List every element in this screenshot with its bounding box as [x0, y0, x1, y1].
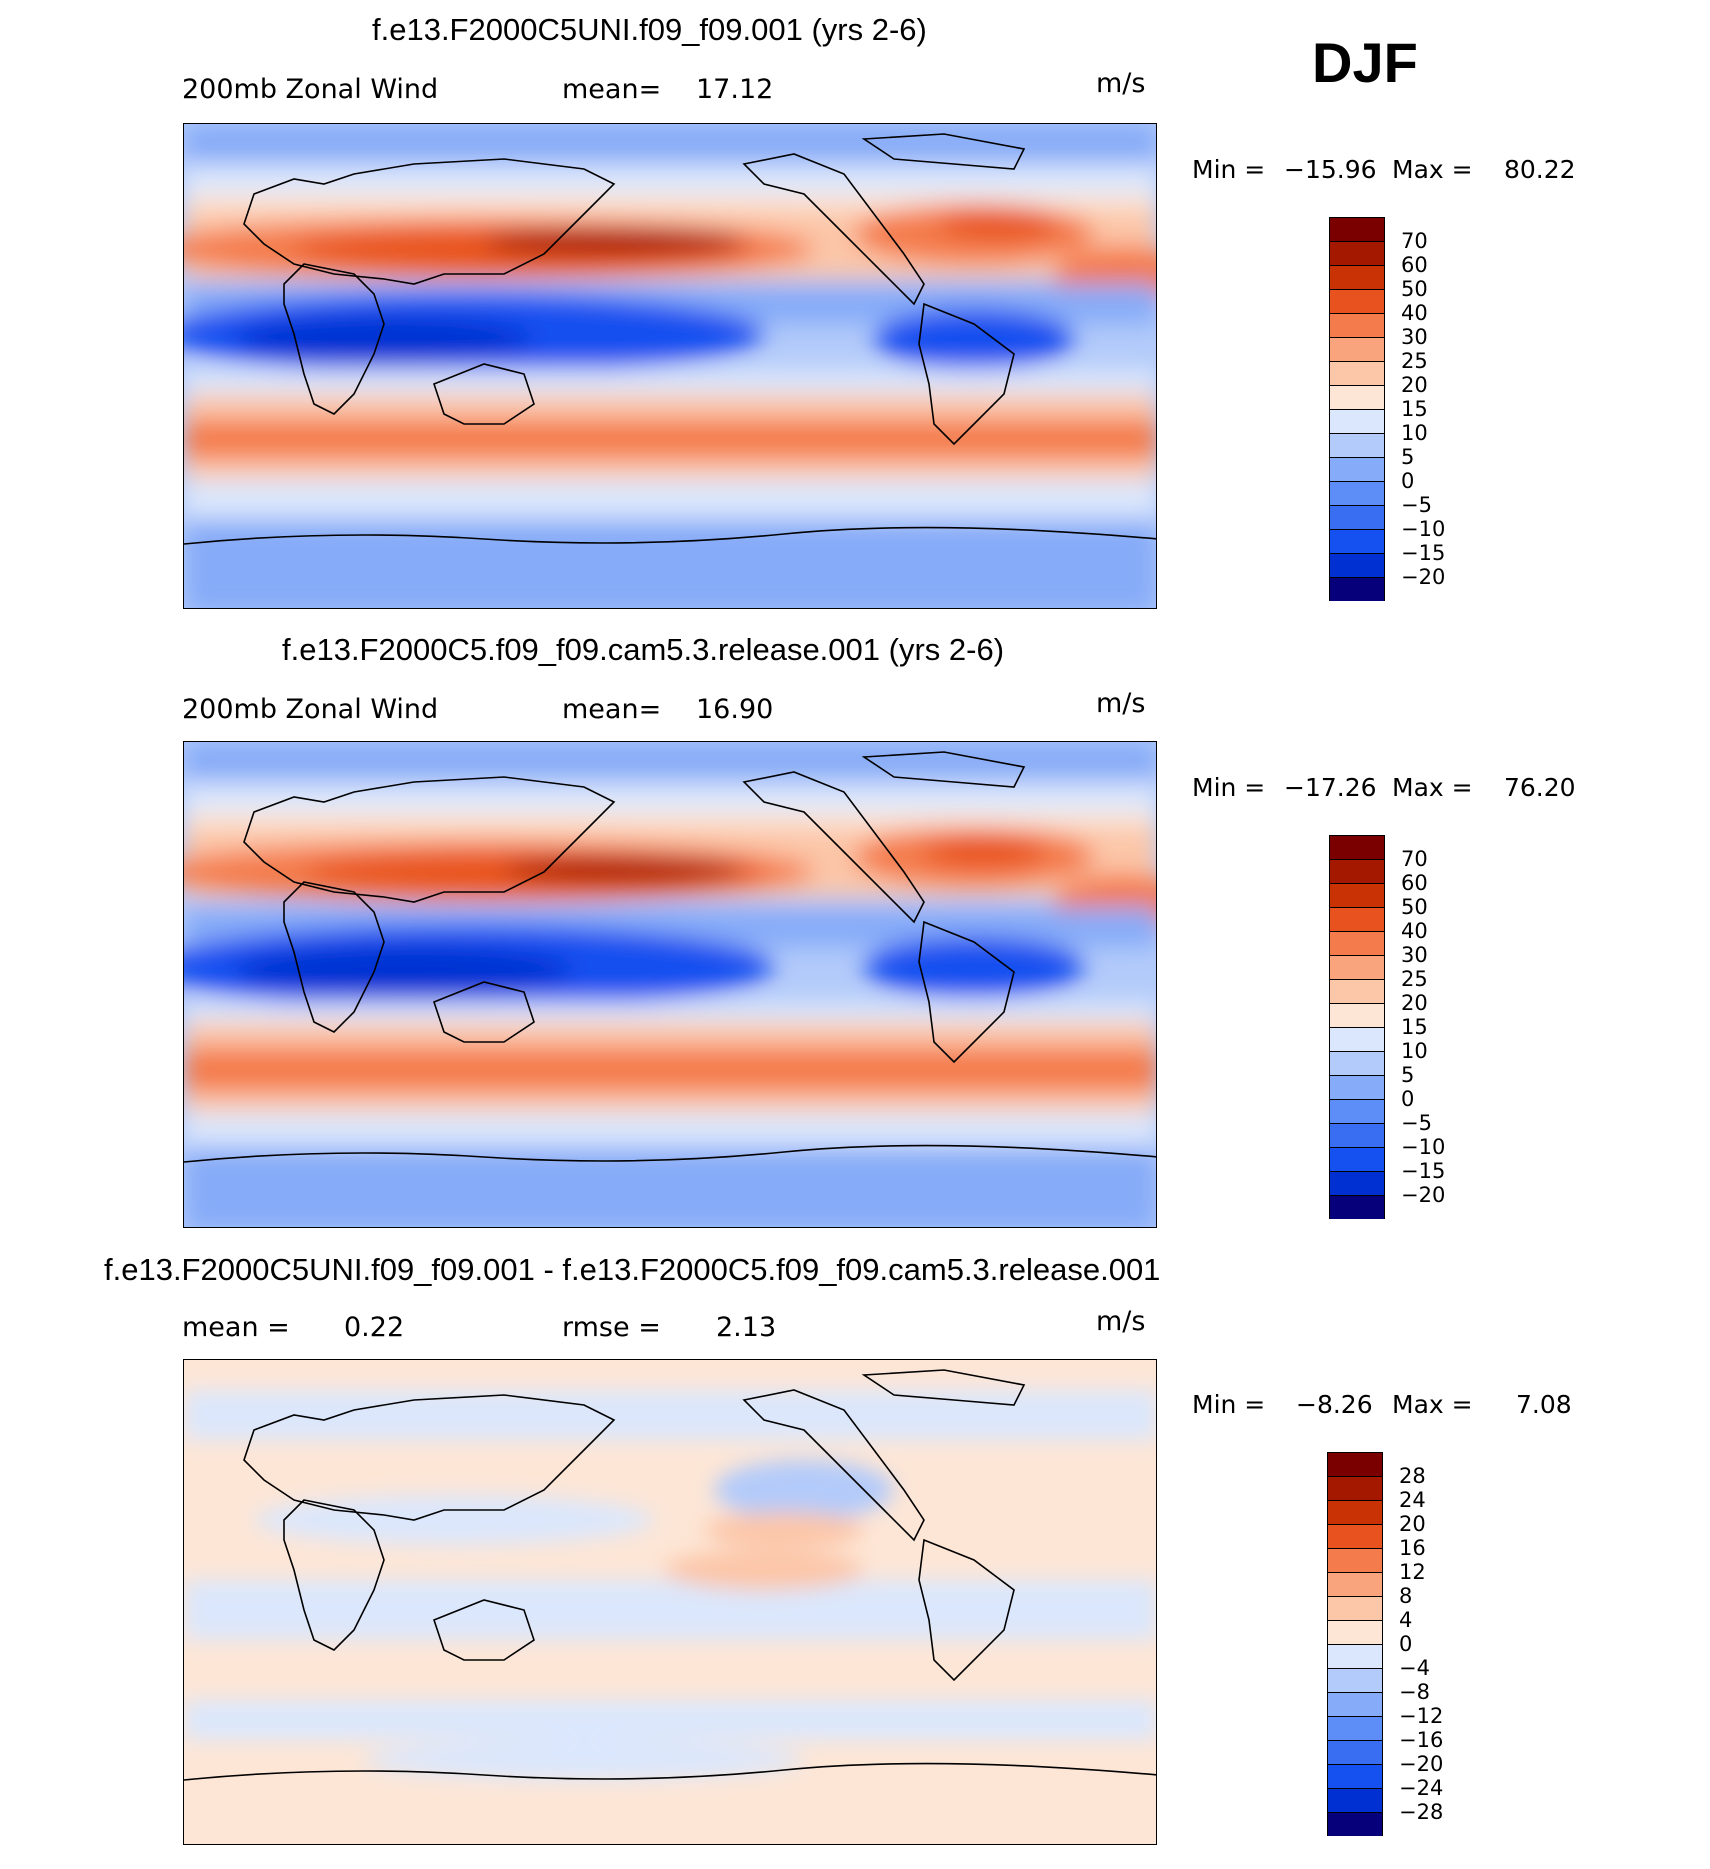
panel3-map: [183, 1359, 1157, 1845]
panel1-colorbar-label: −20: [1401, 565, 1446, 589]
panel1-colorbar-label: −15: [1401, 541, 1446, 565]
panel1-min-label: Min =: [1192, 155, 1266, 184]
panel1-colorbar-label: 25: [1401, 349, 1428, 373]
panel2-units: m/s: [1096, 688, 1146, 719]
panel1-min-value: −15.96: [1284, 155, 1377, 184]
panel3-colorbar-label: −16: [1399, 1728, 1444, 1752]
panel2-colorbar-label: 70: [1401, 847, 1428, 871]
panel2-colorbar-label: 15: [1401, 1015, 1428, 1039]
panel3-colorbar-label: 24: [1399, 1488, 1426, 1512]
panel1-map: [183, 123, 1157, 609]
panel1-colorbar-label: 50: [1401, 277, 1428, 301]
panel3-colorbar-label: 0: [1399, 1632, 1413, 1656]
panel2-mean-label: mean=: [562, 694, 662, 725]
season-label: DJF: [1312, 31, 1418, 94]
panel1-colorbar-label: −10: [1401, 517, 1446, 541]
panel2-colorbar-label: −15: [1401, 1159, 1446, 1183]
panel1-colorbar-label: 0: [1401, 469, 1415, 493]
panel3-title: f.e13.F2000C5UNI.f09_f09.001 - f.e13.F20…: [104, 1252, 1161, 1287]
panel3-colorbar-label: 4: [1399, 1608, 1413, 1632]
panel3-colorbar-label: −24: [1399, 1776, 1444, 1800]
panel3-colorbar-label: −4: [1399, 1656, 1430, 1680]
panel1-colorbar-label: 40: [1401, 301, 1428, 325]
panel1-colorbar-label: 20: [1401, 373, 1428, 397]
panel2-colorbar-label: 30: [1401, 943, 1428, 967]
panel2-max-value: 76.20: [1504, 773, 1576, 802]
panel1-field-label: 200mb Zonal Wind: [182, 74, 439, 105]
panel1-colorbar-label: 30: [1401, 325, 1428, 349]
panel2-min-value: −17.26: [1284, 773, 1377, 802]
panel2-map: [183, 741, 1157, 1228]
panel1-colorbar-label: 10: [1401, 421, 1428, 445]
panel3-colorbar-label: 12: [1399, 1560, 1426, 1584]
panel3-max-label: Max =: [1392, 1390, 1473, 1419]
panel2-colorbar-label: 60: [1401, 871, 1428, 895]
panel1-colorbar-label: 5: [1401, 445, 1415, 469]
panel2-mean-value: 16.90: [696, 694, 774, 725]
panel2-colorbar-label: −20: [1401, 1183, 1446, 1207]
panel3-colorbar-label: 8: [1399, 1584, 1413, 1608]
panel3-colorbar-label: 28: [1399, 1464, 1426, 1488]
panel3-min-value: −8.26: [1296, 1390, 1373, 1419]
panel3-rmse-value: 2.13: [716, 1312, 777, 1343]
panel3-colorbar-label: 16: [1399, 1536, 1426, 1560]
panel3-colorbar-label: −12: [1399, 1704, 1444, 1728]
panel1-colorbar-label: −5: [1401, 493, 1432, 517]
panel1-max-label: Max =: [1392, 155, 1473, 184]
panel2-colorbar-label: 50: [1401, 895, 1428, 919]
panel3-mean-value: 0.22: [344, 1312, 405, 1343]
panel2-title: f.e13.F2000C5.f09_f09.cam5.3.release.001…: [282, 632, 1005, 667]
panel1-colorbar-label: 60: [1401, 253, 1428, 277]
panel1-units: m/s: [1096, 68, 1146, 99]
panel1-colorbar-label: 15: [1401, 397, 1428, 421]
panel3-colorbar-label: −8: [1399, 1680, 1430, 1704]
panel2-max-label: Max =: [1392, 773, 1473, 802]
panel3-max-value: 7.08: [1516, 1390, 1572, 1419]
panel1-mean-value: 17.12: [696, 74, 774, 105]
panel1-mean-label: mean=: [562, 74, 662, 105]
panel2-colorbar-label: 25: [1401, 967, 1428, 991]
panel2-colorbar-label: 5: [1401, 1063, 1415, 1087]
panel3-min-label: Min =: [1192, 1390, 1266, 1419]
panel2-field-label: 200mb Zonal Wind: [182, 694, 439, 725]
panel2-colorbar-label: 20: [1401, 991, 1428, 1015]
panel2-min-label: Min =: [1192, 773, 1266, 802]
panel3-colorbar-label: 20: [1399, 1512, 1426, 1536]
panel2-colorbar-label: 40: [1401, 919, 1428, 943]
panel2-colorbar-label: 10: [1401, 1039, 1428, 1063]
panel3-units: m/s: [1096, 1306, 1146, 1337]
panel1-colorbar-label: 70: [1401, 229, 1428, 253]
panel3-mean-label: mean =: [182, 1312, 290, 1343]
panel1-max-value: 80.22: [1504, 155, 1576, 184]
panel2-colorbar-label: −10: [1401, 1135, 1446, 1159]
panel2-colorbar-label: −5: [1401, 1111, 1432, 1135]
panel1-title: f.e13.F2000C5UNI.f09_f09.001 (yrs 2-6): [372, 12, 927, 47]
panel2-colorbar-label: 0: [1401, 1087, 1415, 1111]
panel3-colorbar-label: −20: [1399, 1752, 1444, 1776]
panel3-colorbar-label: −28: [1399, 1800, 1444, 1824]
panel3-rmse-label: rmse =: [562, 1312, 661, 1343]
